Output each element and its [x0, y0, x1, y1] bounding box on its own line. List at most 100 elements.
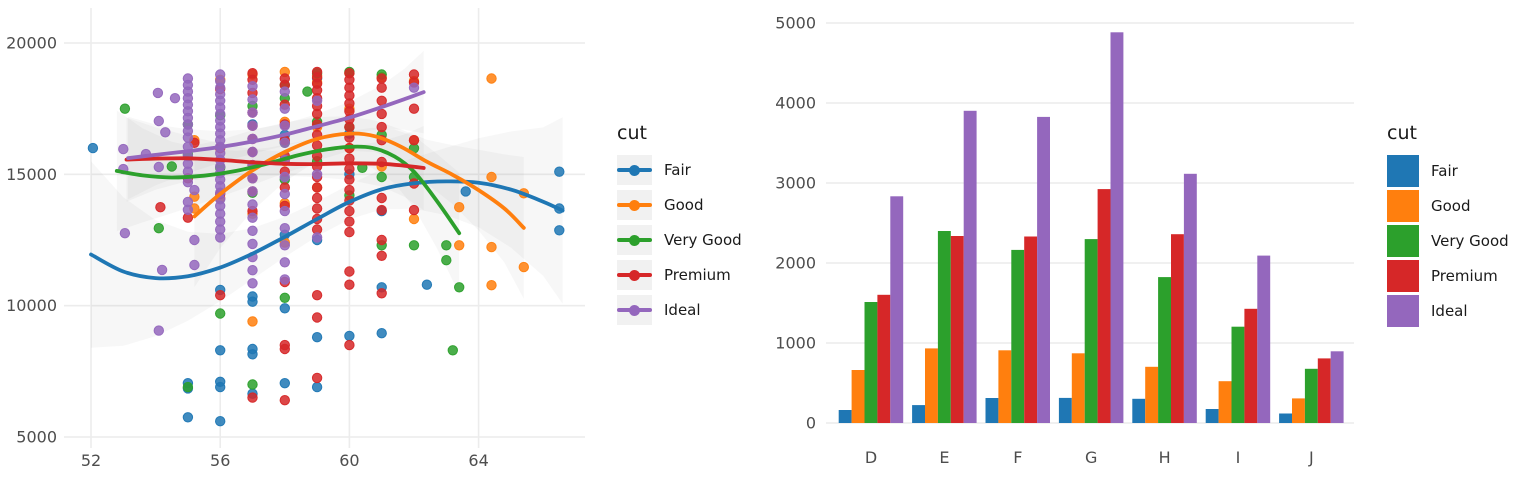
scatter-point — [376, 73, 387, 84]
legend-item-label: Fair — [664, 161, 691, 179]
scatter-point — [311, 232, 323, 243]
scatter-point — [247, 173, 258, 184]
bar-y-tick-label: 1000 — [775, 334, 816, 353]
scatter-point — [153, 115, 165, 127]
scatter-point — [408, 135, 420, 146]
bar-premium — [877, 294, 891, 423]
bar-group-I — [1205, 255, 1271, 423]
scatter-point — [153, 325, 165, 336]
scatter-point — [247, 146, 258, 158]
bar-x-tick-label: I — [1236, 448, 1241, 467]
scatter-point — [279, 303, 290, 314]
scatter-y-tick-label: 15000 — [6, 165, 57, 184]
scatter-point — [344, 226, 355, 238]
scatter-point — [441, 255, 452, 266]
legend-item-fair: Fair — [617, 155, 742, 185]
scatter-point — [454, 240, 465, 251]
bar-fair — [912, 405, 925, 423]
scatter-point — [302, 86, 313, 97]
bar-y-tick-label: 2000 — [775, 254, 816, 273]
legend-item-label: Very Good — [1431, 232, 1509, 250]
scatter-x-tick-label: 60 — [339, 451, 359, 470]
bar-ideal — [1183, 173, 1197, 423]
scatter-point — [344, 184, 355, 196]
good-swatch-icon — [1387, 190, 1419, 222]
legend-item-ideal: Ideal — [617, 295, 742, 325]
bar-very-good — [937, 231, 951, 423]
scatter-point — [279, 120, 290, 131]
smooth-line-premium — [124, 156, 426, 170]
scatter-point — [408, 240, 420, 251]
scatter-point — [447, 345, 458, 356]
bar-x-tick-label: D — [865, 448, 877, 467]
bar-ideal — [1037, 116, 1050, 424]
bar-x-tick-label: H — [1159, 448, 1171, 467]
bar-very-good — [864, 302, 878, 423]
scatter-point — [182, 132, 194, 143]
scatter-point — [279, 343, 290, 355]
scatter-point — [156, 264, 168, 276]
scatter-point — [182, 204, 194, 216]
bar-ideal — [1110, 32, 1124, 424]
scatter-x-tick-label: 64 — [468, 451, 488, 470]
scatter-point — [247, 278, 258, 289]
scatter-point — [279, 257, 290, 268]
scatter-point — [279, 205, 290, 217]
legend-item-label: Ideal — [664, 301, 701, 319]
scatter-point — [279, 86, 290, 97]
scatter-point — [247, 349, 258, 360]
key-dot — [629, 164, 640, 176]
scatter-point — [376, 82, 387, 93]
scatter-point — [160, 127, 171, 138]
scatter-point — [279, 103, 290, 114]
bar-legend: cut Fair Good Very Good Premium Ideal — [1387, 121, 1509, 330]
scatter-point — [441, 240, 452, 251]
bar-very-good — [1231, 326, 1245, 423]
scatter-x-tick-label: 52 — [81, 451, 101, 470]
smooth-line-fair — [89, 179, 565, 281]
scatter-point — [460, 186, 471, 197]
bar-premium — [1024, 236, 1038, 423]
scatter-point — [119, 103, 131, 114]
scatter-x-tick-label: 56 — [210, 451, 230, 470]
bar-x-tick-label: G — [1085, 448, 1097, 467]
bar-good — [1218, 381, 1232, 423]
bar-ideal — [1257, 255, 1271, 423]
good-line-dot-key-icon — [617, 190, 652, 220]
scatter-point — [311, 108, 323, 120]
scatter-point — [554, 166, 565, 177]
premium-swatch-icon — [1387, 260, 1419, 292]
very-good-line-dot-key-icon — [617, 225, 652, 255]
bar-x-tick-label: F — [1013, 448, 1022, 467]
very-good-swatch-icon — [1387, 225, 1419, 257]
scatter-point — [344, 121, 355, 133]
scatter-point — [215, 381, 226, 393]
legend-item-label: Premium — [664, 266, 731, 284]
scatter-point — [486, 73, 497, 84]
scatter-point — [182, 381, 194, 393]
scatter-point — [247, 238, 258, 250]
scatter-point — [247, 212, 258, 223]
smooth-line-very-good — [114, 144, 462, 236]
scatter-point — [311, 381, 323, 393]
scatter-point — [486, 171, 497, 183]
scatter-point — [486, 280, 497, 291]
scatter-point — [247, 107, 258, 118]
scatter-point — [247, 94, 258, 105]
scatter-point — [311, 372, 323, 384]
bar-chart: 0 1000 2000 3000 4000 5000 D E F G H I J — [775, 14, 1354, 467]
legend-item-label: Good — [664, 196, 704, 214]
scatter-point — [166, 161, 178, 172]
ideal-line-dot-key-icon — [617, 295, 652, 325]
legend-item-label: Premium — [1431, 267, 1498, 285]
scatter-legend-title: cut — [617, 122, 647, 144]
fair-swatch-icon — [1387, 155, 1419, 187]
bar-premium — [1171, 234, 1184, 423]
scatter-point — [215, 290, 226, 301]
bar-premium — [1317, 358, 1331, 423]
scatter-point — [279, 223, 290, 234]
legend-item-fair: Fair — [1387, 155, 1509, 187]
scatter-point — [344, 330, 355, 342]
scatter-point — [408, 213, 420, 225]
